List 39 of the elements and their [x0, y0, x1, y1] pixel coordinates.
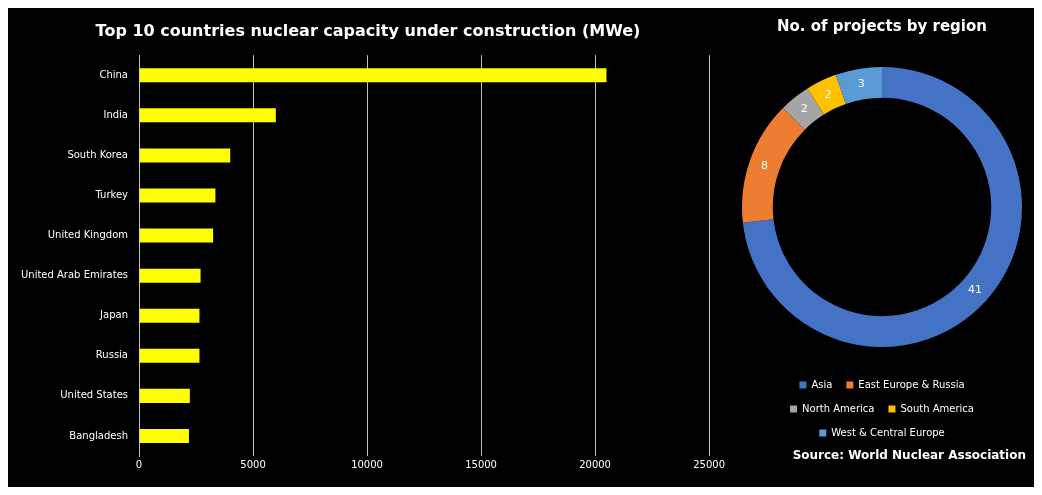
bar: [139, 108, 276, 123]
bar: [139, 308, 200, 323]
y-tick-label: Russia: [95, 349, 128, 361]
bar: [139, 388, 190, 403]
data-label: 8: [760, 158, 768, 172]
legend-label: Asia: [811, 378, 833, 390]
legend-label: West & Central Europe: [831, 426, 945, 438]
y-tick-label: United Kingdom: [47, 229, 128, 241]
x-tick-label: 10000: [351, 458, 383, 470]
data-label: 2: [800, 102, 808, 116]
data-label: 2: [824, 87, 832, 101]
y-tick-label: South Korea: [67, 148, 128, 160]
x-tick-label: 15000: [465, 458, 497, 470]
bar: [139, 228, 214, 243]
x-tick-label: 5000: [240, 458, 266, 470]
bar: [139, 428, 189, 443]
y-tick-label: Turkey: [94, 189, 129, 201]
bar: [139, 188, 216, 203]
source-note: Source: World Nuclear Association: [791, 448, 1027, 462]
bar: [139, 348, 200, 363]
bar: [139, 68, 607, 83]
legend-label: North America: [802, 402, 875, 414]
data-label: 3: [857, 77, 865, 91]
y-tick-label: China: [99, 68, 128, 80]
x-tick-label: 25000: [693, 458, 725, 470]
chart-title: No. of projects by region: [777, 16, 987, 35]
x-tick-label: 20000: [579, 458, 611, 470]
data-label: 41: [967, 282, 982, 296]
bar: [139, 268, 201, 283]
chart-title: Top 10 countries nuclear capacity under construction (MWe): [95, 20, 641, 40]
y-tick-label: India: [103, 108, 128, 120]
y-tick-label: United States: [60, 389, 128, 401]
y-tick-label: Japan: [99, 309, 128, 321]
bar: [139, 148, 231, 163]
x-tick-label: 0: [135, 458, 143, 470]
y-tick-label: United Arab Emirates: [20, 269, 128, 281]
y-tick-label: Bangladesh: [69, 429, 128, 441]
legend-label: East Europe & Russia: [858, 378, 965, 390]
legend-label: South America: [900, 402, 974, 414]
